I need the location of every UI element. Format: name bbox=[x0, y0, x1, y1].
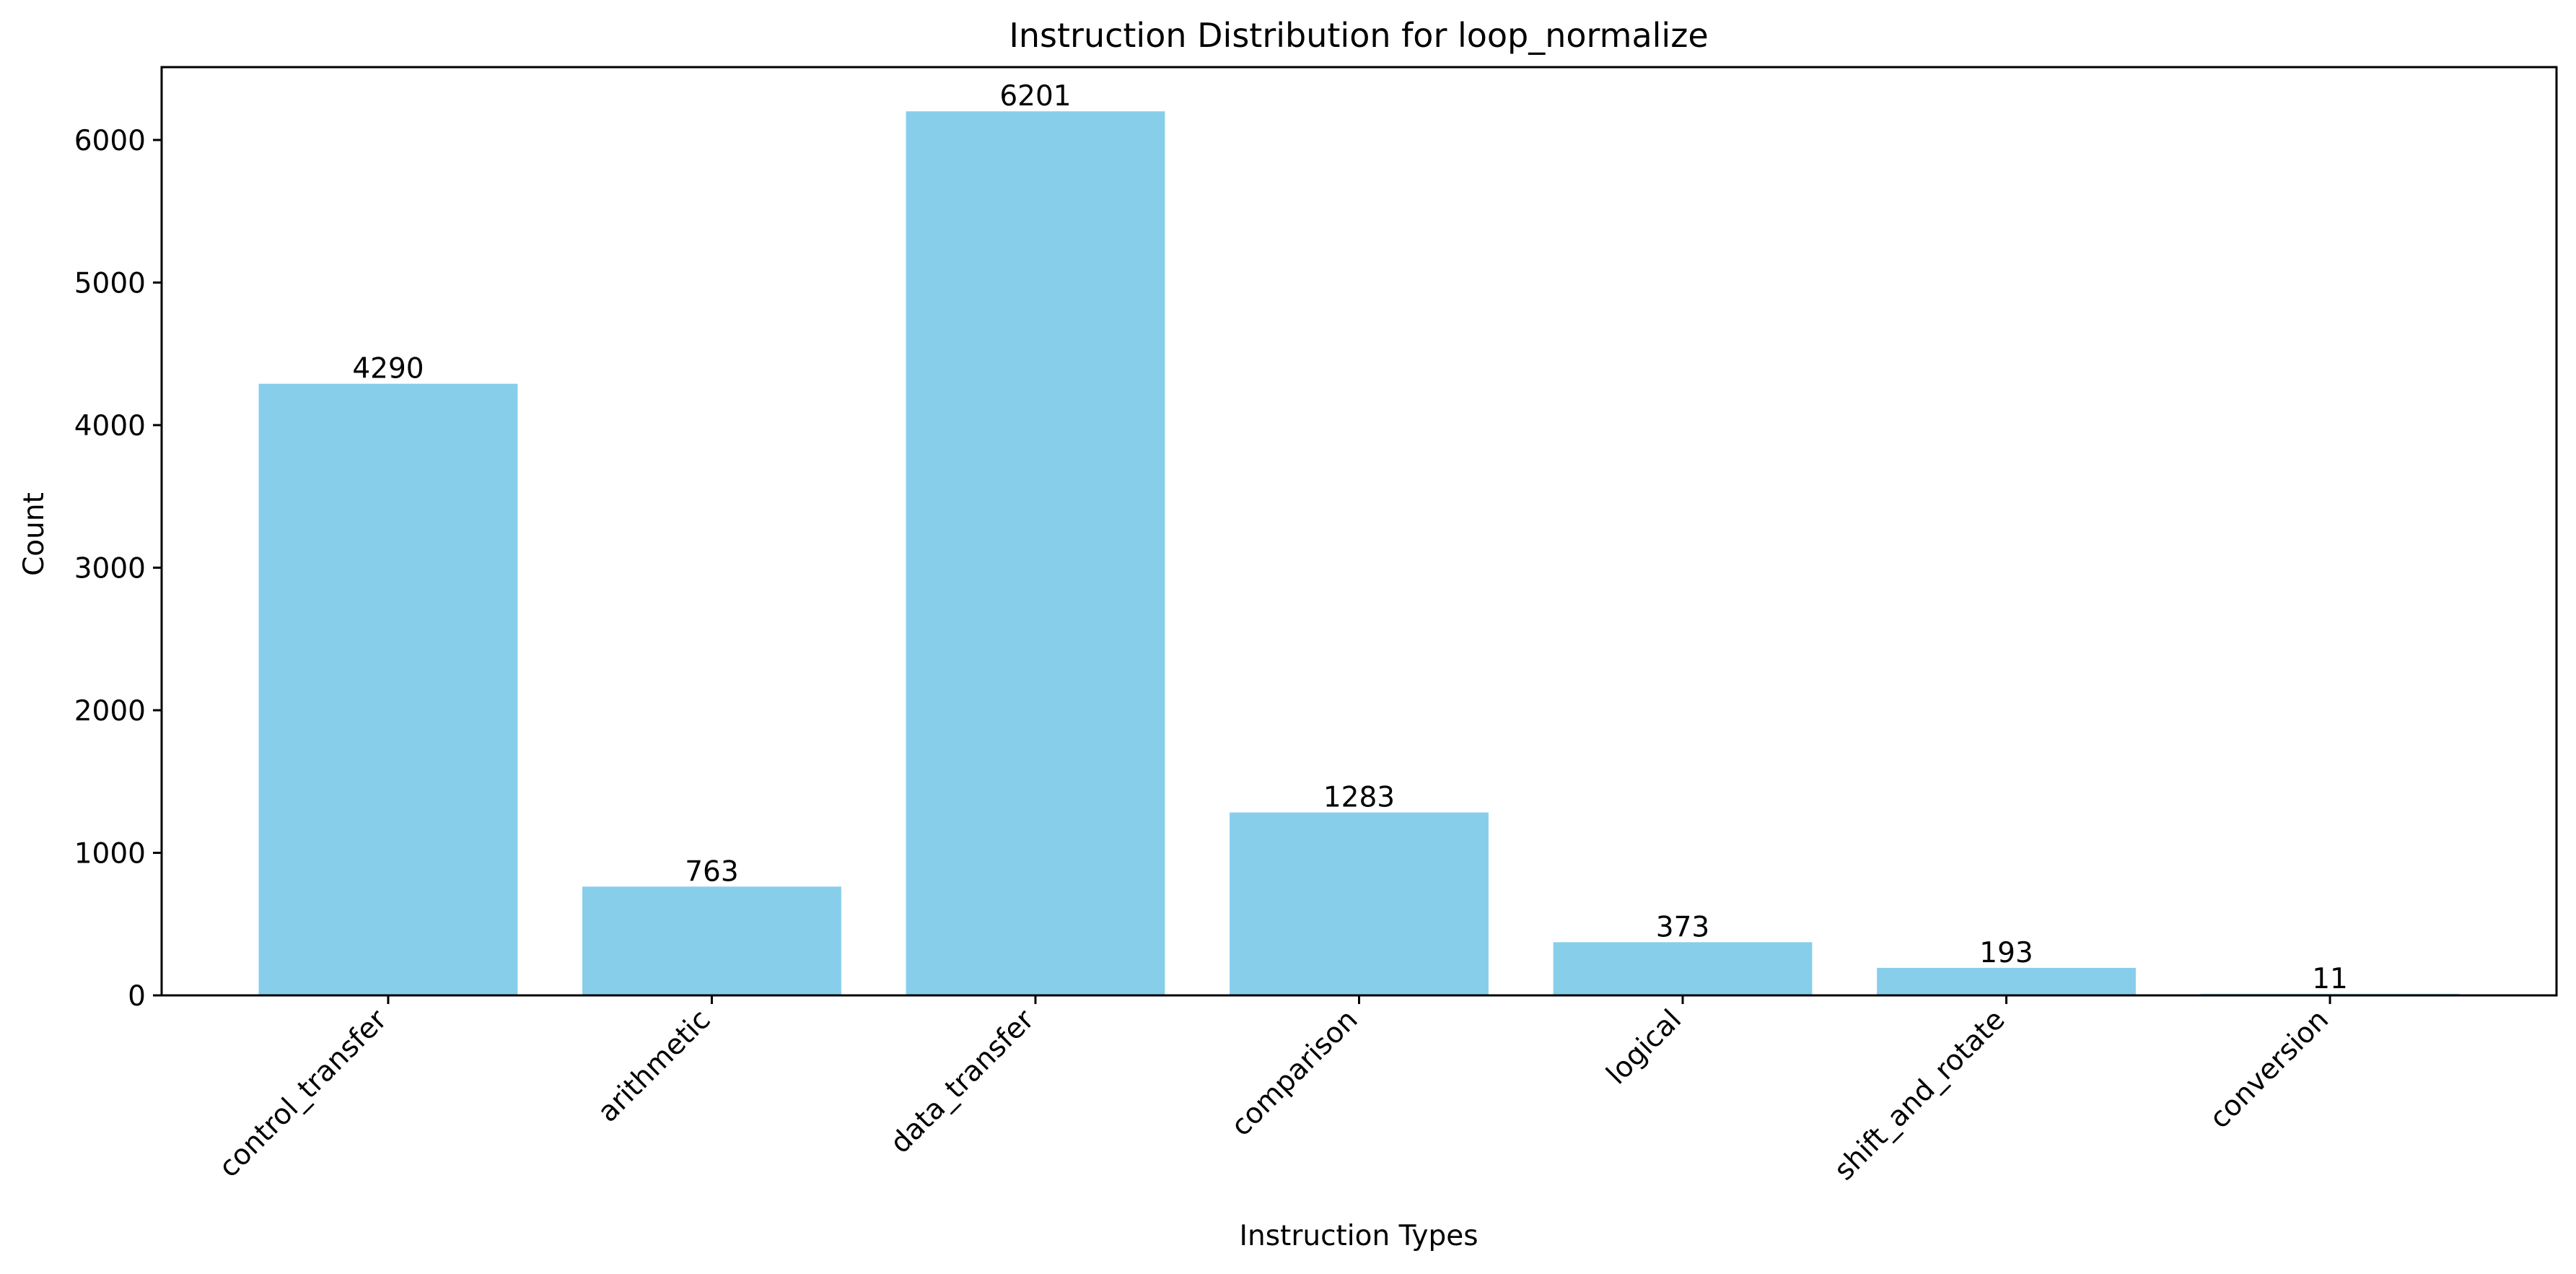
bar-value-label: 763 bbox=[685, 855, 738, 888]
y-tick-label: 4000 bbox=[74, 410, 146, 442]
bar-data_transfer bbox=[906, 111, 1165, 996]
y-tick-label: 0 bbox=[128, 980, 146, 1013]
plot-frame bbox=[160, 66, 2558, 997]
bar-value-labels: 4290 763 6201 1283 373 193 11 bbox=[352, 80, 2348, 995]
bar-control_transfer bbox=[258, 383, 518, 995]
y-tick-label: 6000 bbox=[74, 125, 146, 157]
bar-value-label: 373 bbox=[1656, 911, 1709, 943]
bar-value-label: 193 bbox=[1979, 937, 2033, 969]
bar-value-label: 6201 bbox=[999, 80, 1071, 113]
bar-value-label: 11 bbox=[2312, 963, 2348, 995]
y-axis-ticks: 0 1000 2000 3000 4000 5000 6000 bbox=[74, 125, 162, 1013]
bar-comparison bbox=[1230, 812, 1489, 995]
bar-arithmetic bbox=[582, 886, 841, 995]
bar-shift_and_rotate bbox=[1877, 967, 2136, 995]
y-tick-label: 1000 bbox=[74, 837, 146, 870]
chart-title: Instruction Distribution for loop_normal… bbox=[1009, 16, 1708, 55]
bar-value-label: 1283 bbox=[1323, 782, 1395, 814]
x-axis-label: Instruction Types bbox=[1239, 1220, 1478, 1252]
y-tick-label: 5000 bbox=[74, 267, 146, 300]
bar-value-label: 4290 bbox=[352, 353, 424, 385]
y-axis-label: Count bbox=[18, 492, 51, 576]
y-tick-label: 2000 bbox=[74, 695, 146, 728]
bar-logical bbox=[1553, 942, 1813, 995]
y-tick-label: 3000 bbox=[74, 552, 146, 585]
bar-group bbox=[258, 111, 2460, 996]
